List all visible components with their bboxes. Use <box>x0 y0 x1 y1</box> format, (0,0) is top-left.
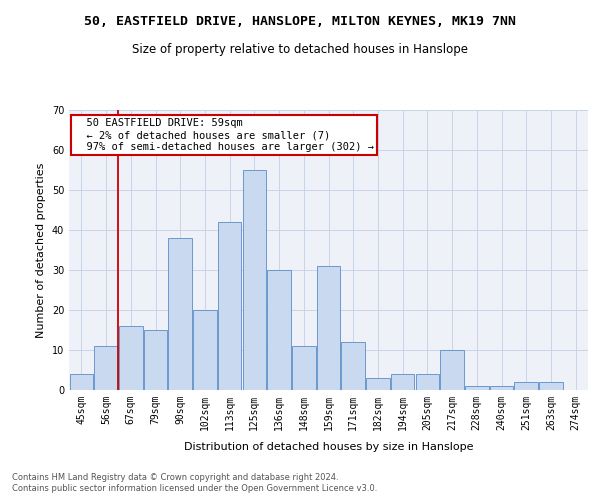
Bar <box>341 342 365 390</box>
Bar <box>193 310 217 390</box>
Text: Size of property relative to detached houses in Hanslope: Size of property relative to detached ho… <box>132 42 468 56</box>
Text: 50 EASTFIELD DRIVE: 59sqm
  ← 2% of detached houses are smaller (7)
  97% of sem: 50 EASTFIELD DRIVE: 59sqm ← 2% of detach… <box>74 118 374 152</box>
Bar <box>268 270 291 390</box>
Bar <box>366 378 389 390</box>
Bar <box>119 326 143 390</box>
Text: Contains public sector information licensed under the Open Government Licence v3: Contains public sector information licen… <box>12 484 377 493</box>
Bar <box>169 238 192 390</box>
Text: Distribution of detached houses by size in Hanslope: Distribution of detached houses by size … <box>184 442 473 452</box>
Bar <box>440 350 464 390</box>
Bar <box>218 222 241 390</box>
Bar <box>317 266 340 390</box>
Text: Contains HM Land Registry data © Crown copyright and database right 2024.: Contains HM Land Registry data © Crown c… <box>12 472 338 482</box>
Bar <box>391 374 415 390</box>
Y-axis label: Number of detached properties: Number of detached properties <box>36 162 46 338</box>
Bar <box>465 386 488 390</box>
Bar <box>94 346 118 390</box>
Bar <box>70 374 93 390</box>
Bar <box>416 374 439 390</box>
Bar <box>490 386 513 390</box>
Bar <box>292 346 316 390</box>
Text: 50, EASTFIELD DRIVE, HANSLOPE, MILTON KEYNES, MK19 7NN: 50, EASTFIELD DRIVE, HANSLOPE, MILTON KE… <box>84 15 516 28</box>
Bar <box>514 382 538 390</box>
Bar <box>144 330 167 390</box>
Bar <box>539 382 563 390</box>
Bar <box>242 170 266 390</box>
